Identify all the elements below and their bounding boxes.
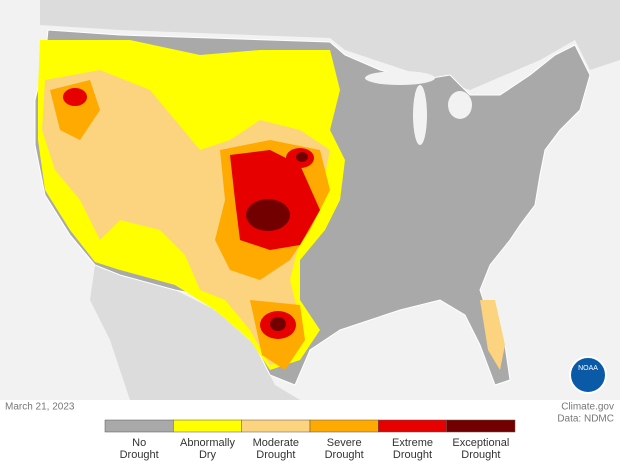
legend-label: Extreme: [392, 437, 433, 449]
source: Climate.gov: [561, 402, 614, 413]
date: March 21, 2023: [5, 402, 75, 413]
map: NOAA: [0, 0, 620, 400]
exceptional-drought-plains: [246, 199, 290, 231]
legend-label: Drought: [120, 449, 159, 461]
legend-label: Dry: [199, 449, 217, 461]
lake-michigan: [413, 85, 427, 145]
legend-label: Drought: [461, 449, 500, 461]
legend-swatch: [104, 419, 174, 433]
legend-label: Abnormally: [180, 437, 236, 449]
legend-swatch: [309, 419, 379, 433]
legend-swatch: [378, 419, 447, 433]
legend-label: No: [132, 437, 146, 449]
legend-label: Drought: [393, 449, 432, 461]
legend: NoDroughtAbnormallyDryModerateDroughtSev…: [104, 419, 516, 461]
lake-superior: [365, 71, 435, 85]
extreme-drought-oregon: [63, 88, 87, 106]
legend-label: Severe: [327, 437, 362, 449]
legend-swatch: [241, 419, 311, 433]
legend-swatch: [446, 419, 516, 433]
noaa-logo-text: NOAA: [578, 365, 598, 372]
exceptional-drought-nebraska: [296, 152, 308, 162]
legend-label: Drought: [325, 449, 364, 461]
noaa-logo: [569, 356, 607, 394]
data-credit: Data: NDMC: [557, 414, 614, 425]
moderate-drought-florida: [480, 300, 505, 370]
canada: [40, 0, 620, 90]
legend-label: Exceptional: [452, 437, 509, 449]
severe-drought-oregon: [50, 80, 100, 140]
legend-label: Drought: [256, 449, 295, 461]
exceptional-drought-texas: [270, 317, 286, 331]
legend-swatch: [173, 419, 242, 433]
mexico: [90, 265, 300, 400]
lake-huron: [448, 91, 472, 119]
legend-label: Moderate: [253, 437, 299, 449]
